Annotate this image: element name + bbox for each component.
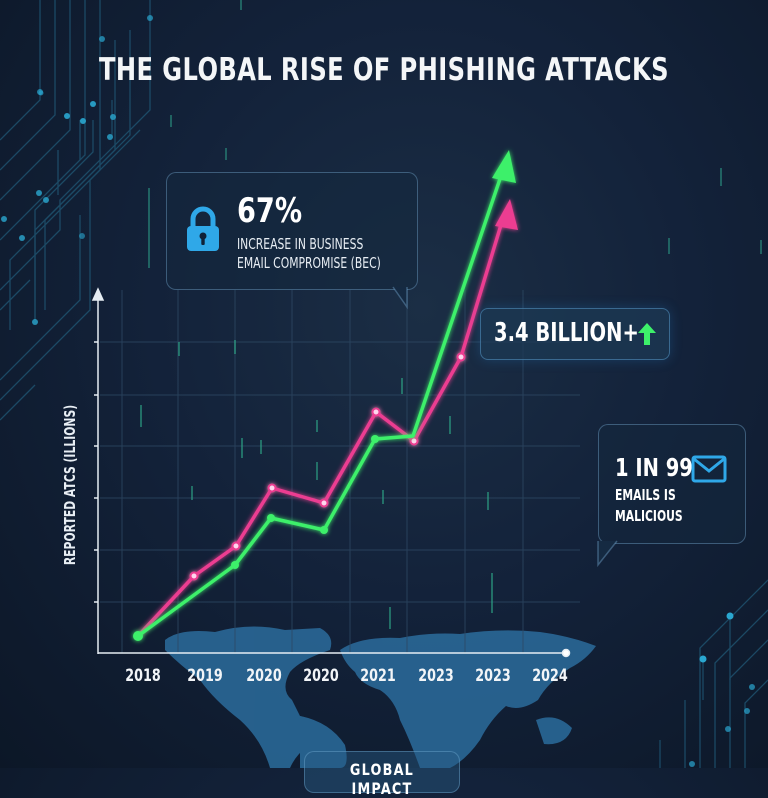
world-map bbox=[165, 626, 596, 768]
x-tick-label: 2021 bbox=[360, 666, 396, 686]
mail-icon bbox=[691, 455, 727, 483]
global-impact-label: GLOBAL IMPACT bbox=[349, 760, 415, 798]
x-tick-label: 2023 bbox=[418, 666, 454, 686]
line-chart bbox=[91, 150, 596, 768]
callout-tail bbox=[392, 286, 408, 310]
lock-icon bbox=[187, 206, 219, 251]
callout-tail bbox=[597, 540, 618, 568]
x-tick-label: 2020 bbox=[246, 666, 282, 686]
bec-stat-value: 67% bbox=[237, 191, 303, 231]
x-tick-label: 2019 bbox=[187, 666, 223, 686]
global-impact-badge: GLOBAL IMPACT bbox=[304, 751, 460, 798]
bec-desc-line2: EMAIL COMPROMISE (BEC) bbox=[237, 254, 381, 272]
bec-stat-description: INCREASE IN BUSINESS EMAIL COMPROMISE (B… bbox=[237, 235, 453, 273]
emails-desc-line1: EMAILS IS bbox=[615, 486, 676, 504]
x-tick-label: 2020 bbox=[303, 666, 339, 686]
series-green bbox=[133, 150, 516, 641]
arrow-up-icon bbox=[638, 323, 656, 345]
emails-callout: 1 IN 99 EMAILS IS MALICIOUS bbox=[597, 424, 746, 568]
x-axis bbox=[98, 648, 571, 658]
x-tick-label: 2023 bbox=[475, 666, 511, 686]
y-axis bbox=[91, 287, 105, 654]
emails-stat-value: 1 IN 99 bbox=[615, 453, 693, 482]
x-tick-label: 2018 bbox=[125, 666, 161, 686]
bec-desc-line1: INCREASE IN BUSINESS bbox=[237, 235, 364, 253]
x-tick-label: 2024 bbox=[532, 666, 568, 686]
emails-stat-description: EMAILS IS MALICIOUS bbox=[615, 485, 683, 527]
bec-callout: 67% INCREASE IN BUSINESS EMAIL COMPROMIS… bbox=[166, 172, 418, 310]
page-title: THE GLOBAL RISE OF PHISHING ATTACKS bbox=[99, 52, 669, 88]
y-axis-label: REPORTED ATCS (ILLIONS) bbox=[61, 404, 79, 566]
billion-stat-value: 3.4 BILLION+ bbox=[494, 318, 639, 348]
emails-desc-line2: MALICIOUS bbox=[615, 507, 683, 525]
series-pink bbox=[136, 199, 518, 638]
billion-callout: 3.4 BILLION+ bbox=[480, 308, 670, 360]
